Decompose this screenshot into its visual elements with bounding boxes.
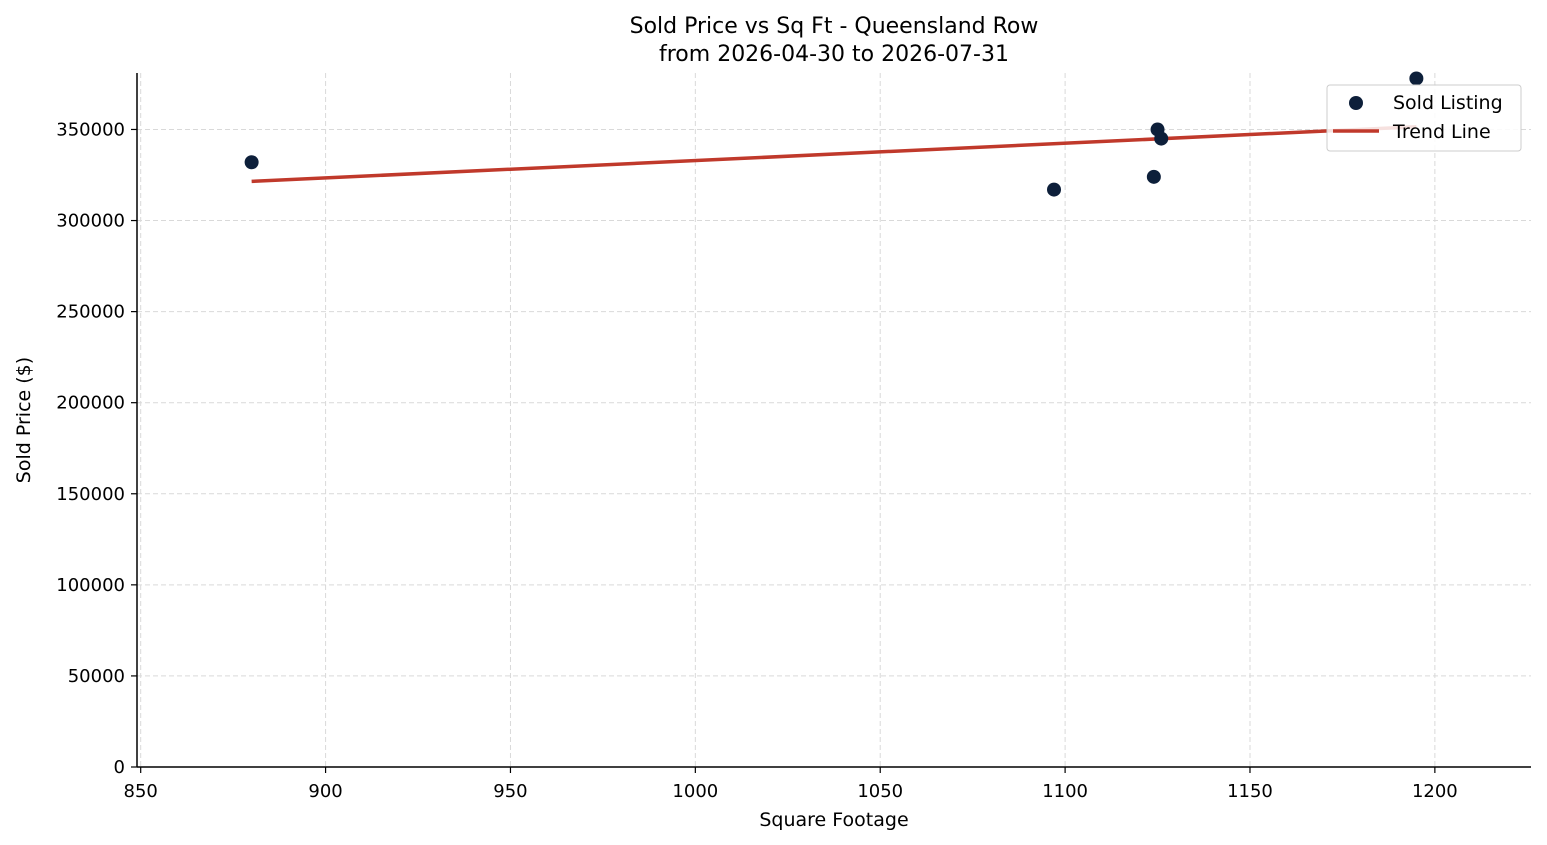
y-tick-label: 200000	[56, 393, 125, 414]
x-tick-label: 950	[493, 781, 527, 802]
grid-lines	[137, 73, 1531, 767]
x-tick-label: 1000	[672, 781, 718, 802]
legend: Sold Listing Trend Line	[1326, 84, 1522, 152]
x-tick-label: 900	[308, 781, 342, 802]
trend-line-layer	[251, 124, 1417, 184]
y-axis-label: Sold Price ($)	[13, 357, 35, 483]
y-tick-label: 250000	[56, 302, 125, 323]
legend-box	[1326, 84, 1522, 152]
data-point	[1047, 182, 1062, 197]
data-point	[1409, 71, 1424, 86]
x-tick-label: 1100	[1042, 781, 1088, 802]
legend-label-trend-line: Trend Line	[1392, 121, 1491, 143]
x-tick-label: 1200	[1412, 781, 1458, 802]
y-tick-label: 100000	[56, 575, 125, 596]
trend-line	[251, 124, 1417, 184]
y-tick-label: 150000	[56, 484, 125, 505]
data-point	[1154, 131, 1169, 146]
legend-marker-sold-listing	[1349, 96, 1363, 110]
x-axis-ticks: 850 900 950 1000 1050 1100 1150 1200	[124, 767, 1458, 802]
legend-label-sold-listing: Sold Listing	[1393, 92, 1503, 114]
y-tick-label: 0	[114, 757, 125, 778]
data-point	[244, 155, 259, 170]
x-tick-label: 1050	[857, 781, 903, 802]
chart-title: Sold Price vs Sq Ft - Queensland Row	[630, 14, 1039, 39]
x-tick-label: 850	[124, 781, 158, 802]
chart-subtitle: from 2026-04-30 to 2026-07-31	[659, 42, 1009, 67]
y-axis-ticks: 0 50000 100000 150000 200000 250000 300000 3500…	[56, 119, 137, 778]
data-points	[244, 71, 1424, 197]
y-tick-label: 50000	[68, 666, 125, 687]
data-point	[1146, 169, 1161, 184]
x-tick-label: 1150	[1227, 781, 1273, 802]
x-axis-label: Square Footage	[759, 809, 908, 831]
y-tick-label: 300000	[56, 211, 125, 232]
y-tick-label: 350000	[56, 119, 125, 140]
